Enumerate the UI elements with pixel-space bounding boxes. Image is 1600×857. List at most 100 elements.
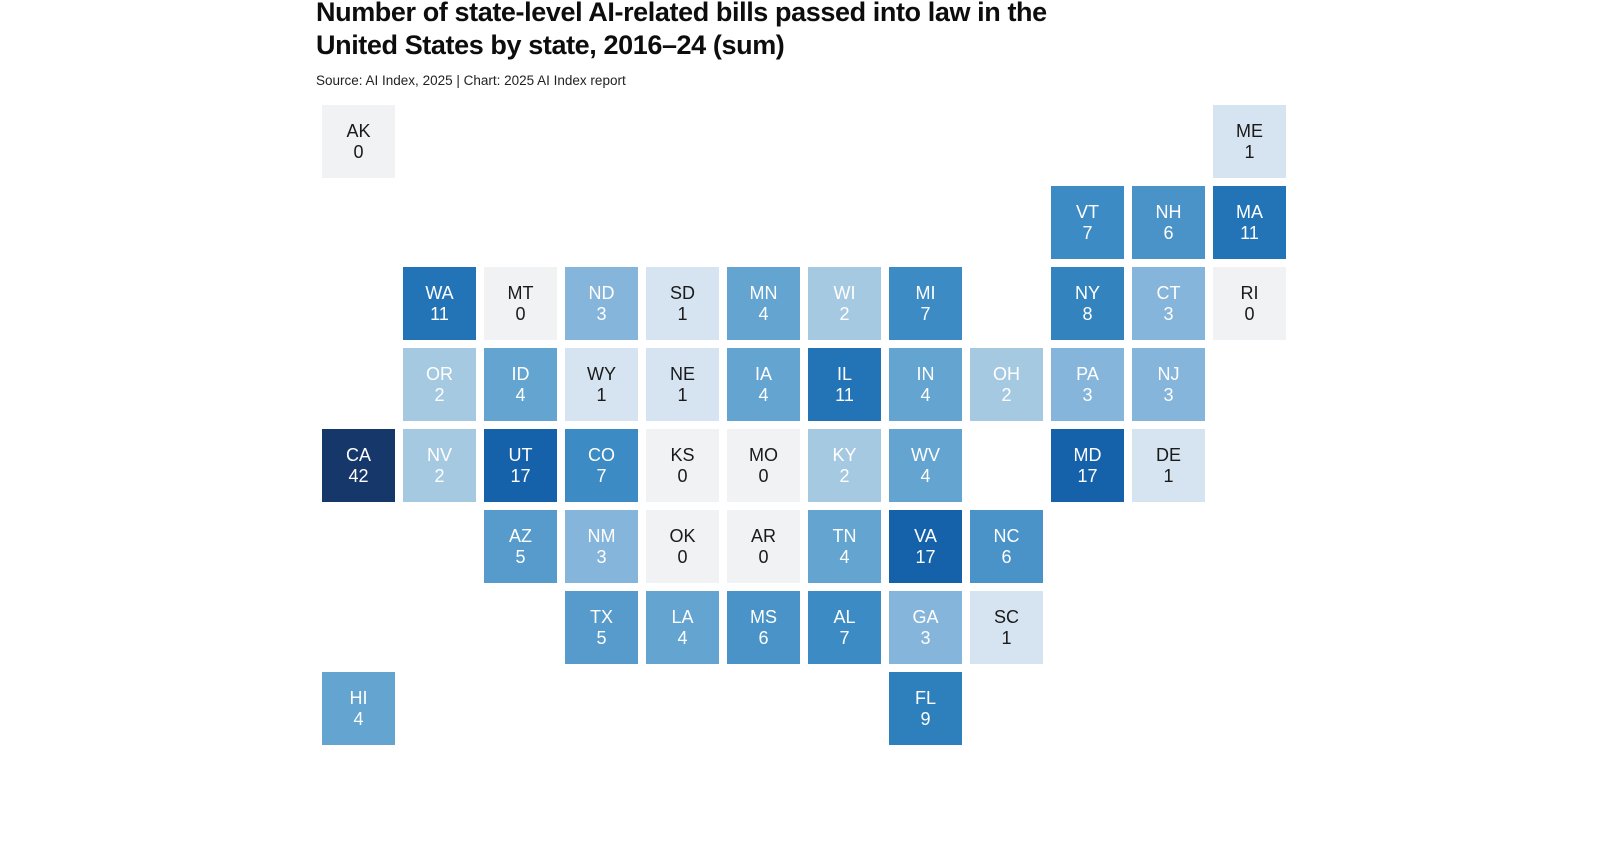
state-value: 4 bbox=[353, 708, 364, 729]
state-abbr: MD bbox=[1073, 444, 1102, 465]
state-tile-wa[interactable]: WA 11 bbox=[403, 267, 476, 340]
state-tile-nc[interactable]: NC 6 bbox=[970, 510, 1043, 583]
state-tile-wv[interactable]: WV 4 bbox=[889, 429, 962, 502]
state-tile-me[interactable]: ME 1 bbox=[1213, 105, 1286, 178]
state-abbr: WV bbox=[911, 444, 940, 465]
state-tile-id[interactable]: ID 4 bbox=[484, 348, 557, 421]
state-tile-ne[interactable]: NE 1 bbox=[646, 348, 719, 421]
state-value: 0 bbox=[758, 465, 769, 486]
state-tile-md[interactable]: MD 17 bbox=[1051, 429, 1124, 502]
state-abbr: UT bbox=[508, 444, 533, 465]
state-value: 6 bbox=[1001, 546, 1012, 567]
state-abbr: IA bbox=[754, 363, 772, 384]
state-tile-wy[interactable]: WY 1 bbox=[565, 348, 638, 421]
state-value: 1 bbox=[677, 303, 688, 324]
state-value: 2 bbox=[434, 384, 445, 405]
state-abbr: MA bbox=[1236, 201, 1263, 222]
state-abbr: CO bbox=[588, 444, 615, 465]
state-tile-wi[interactable]: WI 2 bbox=[808, 267, 881, 340]
state-tile-nd[interactable]: ND 3 bbox=[565, 267, 638, 340]
state-tile-ma[interactable]: MA 11 bbox=[1213, 186, 1286, 259]
state-value: 2 bbox=[839, 465, 850, 486]
state-tile-tx[interactable]: TX 5 bbox=[565, 591, 638, 664]
chart-title-line-1: Number of state-level AI-related bills p… bbox=[316, 0, 1047, 27]
state-abbr: MS bbox=[750, 606, 777, 627]
state-abbr: WI bbox=[833, 282, 856, 303]
state-abbr: AK bbox=[346, 120, 371, 141]
state-tile-il[interactable]: IL 11 bbox=[808, 348, 881, 421]
state-value: 0 bbox=[677, 465, 688, 486]
state-value: 1 bbox=[1163, 465, 1174, 486]
state-tile-ok[interactable]: OK 0 bbox=[646, 510, 719, 583]
state-tile-al[interactable]: AL 7 bbox=[808, 591, 881, 664]
state-abbr: NV bbox=[426, 444, 452, 465]
state-tile-fl[interactable]: FL 9 bbox=[889, 672, 962, 745]
state-tile-nm[interactable]: NM 3 bbox=[565, 510, 638, 583]
state-tile-ca[interactable]: CA 42 bbox=[322, 429, 395, 502]
state-value: 11 bbox=[1240, 222, 1259, 243]
state-tile-hi[interactable]: HI 4 bbox=[322, 672, 395, 745]
state-tile-nj[interactable]: NJ 3 bbox=[1132, 348, 1205, 421]
state-abbr: CA bbox=[345, 444, 371, 465]
state-tile-mi[interactable]: MI 7 bbox=[889, 267, 962, 340]
state-abbr: WA bbox=[425, 282, 454, 303]
state-tile-co[interactable]: CO 7 bbox=[565, 429, 638, 502]
state-value: 9 bbox=[920, 708, 931, 729]
state-tile-nh[interactable]: NH 6 bbox=[1132, 186, 1205, 259]
state-tile-az[interactable]: AZ 5 bbox=[484, 510, 557, 583]
chart-source: Source: AI Index, 2025 | Chart: 2025 AI … bbox=[316, 73, 626, 88]
state-tile-ky[interactable]: KY 2 bbox=[808, 429, 881, 502]
state-value: 8 bbox=[1082, 303, 1093, 324]
state-tile-sc[interactable]: SC 1 bbox=[970, 591, 1043, 664]
state-value: 1 bbox=[1244, 141, 1255, 162]
state-tile-mn[interactable]: MN 4 bbox=[727, 267, 800, 340]
state-tile-ak[interactable]: AK 0 bbox=[322, 105, 395, 178]
state-tile-mo[interactable]: MO 0 bbox=[727, 429, 800, 502]
state-tile-nv[interactable]: NV 2 bbox=[403, 429, 476, 502]
state-abbr: MT bbox=[507, 282, 534, 303]
state-value: 7 bbox=[596, 465, 607, 486]
state-abbr: ME bbox=[1236, 120, 1263, 141]
state-tile-va[interactable]: VA 17 bbox=[889, 510, 962, 583]
state-tile-in[interactable]: IN 4 bbox=[889, 348, 962, 421]
state-tile-tn[interactable]: TN 4 bbox=[808, 510, 881, 583]
state-value: 11 bbox=[430, 303, 449, 324]
state-abbr: NC bbox=[993, 525, 1020, 546]
state-abbr: SC bbox=[993, 606, 1019, 627]
state-tile-ks[interactable]: KS 0 bbox=[646, 429, 719, 502]
state-abbr: FL bbox=[914, 687, 936, 708]
state-abbr: NE bbox=[669, 363, 695, 384]
state-value: 42 bbox=[348, 465, 369, 486]
state-tile-ny[interactable]: NY 8 bbox=[1051, 267, 1124, 340]
state-value: 2 bbox=[1001, 384, 1012, 405]
state-tile-ri[interactable]: RI 0 bbox=[1213, 267, 1286, 340]
state-value: 3 bbox=[1163, 384, 1174, 405]
state-tile-sd[interactable]: SD 1 bbox=[646, 267, 719, 340]
state-tile-ms[interactable]: MS 6 bbox=[727, 591, 800, 664]
state-abbr: OR bbox=[426, 363, 453, 384]
state-tile-or[interactable]: OR 2 bbox=[403, 348, 476, 421]
state-tile-ar[interactable]: AR 0 bbox=[727, 510, 800, 583]
state-tile-ia[interactable]: IA 4 bbox=[727, 348, 800, 421]
state-tile-ut[interactable]: UT 17 bbox=[484, 429, 557, 502]
state-value: 4 bbox=[515, 384, 526, 405]
state-abbr: PA bbox=[1076, 363, 1099, 384]
state-tile-vt[interactable]: VT 7 bbox=[1051, 186, 1124, 259]
state-abbr: AL bbox=[833, 606, 856, 627]
state-value: 0 bbox=[515, 303, 526, 324]
state-tile-pa[interactable]: PA 3 bbox=[1051, 348, 1124, 421]
state-value: 1 bbox=[677, 384, 688, 405]
state-value: 11 bbox=[835, 384, 854, 405]
state-tile-oh[interactable]: OH 2 bbox=[970, 348, 1043, 421]
state-tile-de[interactable]: DE 1 bbox=[1132, 429, 1205, 502]
state-value: 3 bbox=[1163, 303, 1174, 324]
state-value: 5 bbox=[596, 627, 607, 648]
state-tile-ga[interactable]: GA 3 bbox=[889, 591, 962, 664]
state-abbr: NM bbox=[587, 525, 616, 546]
state-tile-mt[interactable]: MT 0 bbox=[484, 267, 557, 340]
state-value: 3 bbox=[596, 546, 607, 567]
state-tile-la[interactable]: LA 4 bbox=[646, 591, 719, 664]
state-tile-ct[interactable]: CT 3 bbox=[1132, 267, 1205, 340]
state-value: 5 bbox=[515, 546, 526, 567]
chart-title-line-2: United States by state, 2016–24 (sum) bbox=[316, 30, 785, 60]
